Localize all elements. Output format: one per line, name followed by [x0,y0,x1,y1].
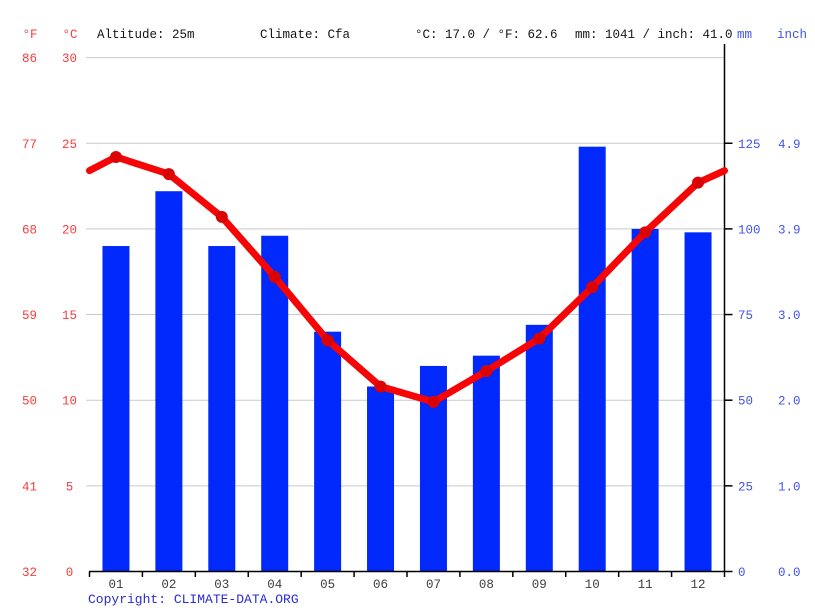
inch-axis-unit: inch [777,28,808,42]
celsius-axis-unit: °C [62,28,78,42]
mean-temperature-label: °C: 17.0 / °F: 62.6 [415,28,558,42]
precipitation-bar-03 [208,246,236,572]
temperature-point-03 [215,210,228,223]
month-label: 04 [267,578,282,592]
inch-tick-label: 4.9 [778,138,801,152]
millimeter-tick-label: 100 [738,223,761,237]
inch-tick-label: 3.0 [778,309,801,323]
millimeter-tick-label: 0 [738,566,746,580]
month-label: 12 [691,578,706,592]
month-label: 03 [214,578,229,592]
temperature-point-01 [109,150,122,163]
annual-precipitation-label: mm: 1041 / inch: 41.0 [575,28,733,42]
millimeter-tick-label: 75 [738,309,753,323]
precipitation-bar-12 [684,232,712,572]
inch-tick-label: 0.0 [778,566,801,580]
fahrenheit-tick-label: 50 [22,395,37,409]
fahrenheit-tick-label: 86 [22,52,37,66]
temperature-point-12 [692,176,705,189]
inch-tick-label: 2.0 [778,395,801,409]
fahrenheit-tick-label: 41 [22,480,37,494]
month-label: 06 [373,578,388,592]
temperature-point-08 [480,365,493,378]
temperature-point-05 [321,334,334,347]
fahrenheit-axis-unit: °F [22,28,38,42]
millimeter-axis-unit: mm [737,28,753,42]
precipitation-bar-02 [155,191,183,572]
precipitation-bar-06 [367,386,395,572]
precipitation-bar-10 [578,146,606,572]
copyright-line: Copyright: CLIMATE-DATA.ORG [88,592,299,607]
fahrenheit-tick-label: 59 [22,309,37,323]
celsius-tick-label: 20 [62,223,77,237]
month-label: 11 [638,578,653,592]
temperature-line [86,153,728,406]
celsius-tick-label: 25 [62,138,77,152]
month-label: 09 [532,578,547,592]
temperature-point-07 [427,395,440,408]
climate-data-org-link[interactable]: CLIMATE-DATA.ORG [173,592,299,607]
precipitation-bar-11 [631,228,659,572]
month-label: 07 [426,578,441,592]
celsius-tick-label: 5 [66,480,74,494]
copyright-prefix: Copyright: [88,592,174,607]
temperature-point-10 [586,281,599,294]
month-label: 02 [161,578,176,592]
temperature-point-04 [268,270,281,283]
fahrenheit-tick-label: 32 [22,566,37,580]
precipitation-bar-08 [472,355,500,572]
millimeter-tick-label: 50 [738,395,753,409]
month-label: 08 [479,578,494,592]
temperature-point-06 [374,380,387,393]
millimeter-tick-label: 25 [738,480,753,494]
climate-classification-label: Climate: Cfa [260,28,351,42]
temperature-point-02 [162,168,175,181]
celsius-tick-label: 10 [62,395,77,409]
inch-tick-label: 3.9 [778,223,801,237]
month-label: 05 [320,578,335,592]
millimeter-tick-label: 125 [738,138,761,152]
month-label: 10 [585,578,600,592]
temperature-point-11 [639,226,652,239]
precipitation-bar-01 [102,246,130,572]
fahrenheit-tick-label: 77 [22,138,37,152]
inch-tick-label: 1.0 [778,480,801,494]
celsius-tick-label: 30 [62,52,77,66]
precipitation-bar-05 [314,331,342,572]
precipitation-bar-09 [525,324,553,572]
fahrenheit-tick-label: 68 [22,223,37,237]
celsius-tick-label: 15 [62,309,77,323]
altitude-label: Altitude: 25m [97,28,195,42]
month-label: 01 [108,578,123,592]
celsius-tick-label: 0 [66,566,74,580]
temperature-point-09 [533,332,546,345]
